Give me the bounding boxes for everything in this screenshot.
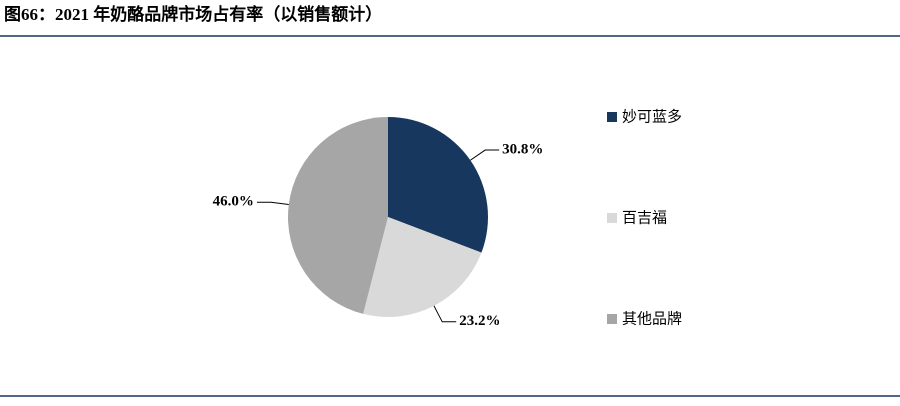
legend-swatch	[607, 112, 617, 122]
data-label: 46.0%	[213, 194, 254, 210]
legend-swatch	[607, 213, 617, 223]
legend-label: 百吉福	[622, 209, 667, 227]
pie-slice	[363, 217, 482, 317]
leader-line	[256, 201, 289, 205]
legend-swatch	[607, 314, 617, 324]
leader-line	[470, 149, 500, 161]
leader-line	[433, 305, 457, 323]
legend-label: 其他品牌	[622, 310, 682, 328]
legend-label: 妙可蓝多	[622, 108, 682, 126]
data-label: 23.2%	[459, 313, 500, 329]
data-label: 30.8%	[502, 141, 543, 157]
pie-slice	[288, 117, 388, 314]
chart-title: 图66：2021 年奶酪品牌市场占有率（以销售额计）	[4, 4, 382, 24]
pie-slice	[388, 117, 488, 253]
